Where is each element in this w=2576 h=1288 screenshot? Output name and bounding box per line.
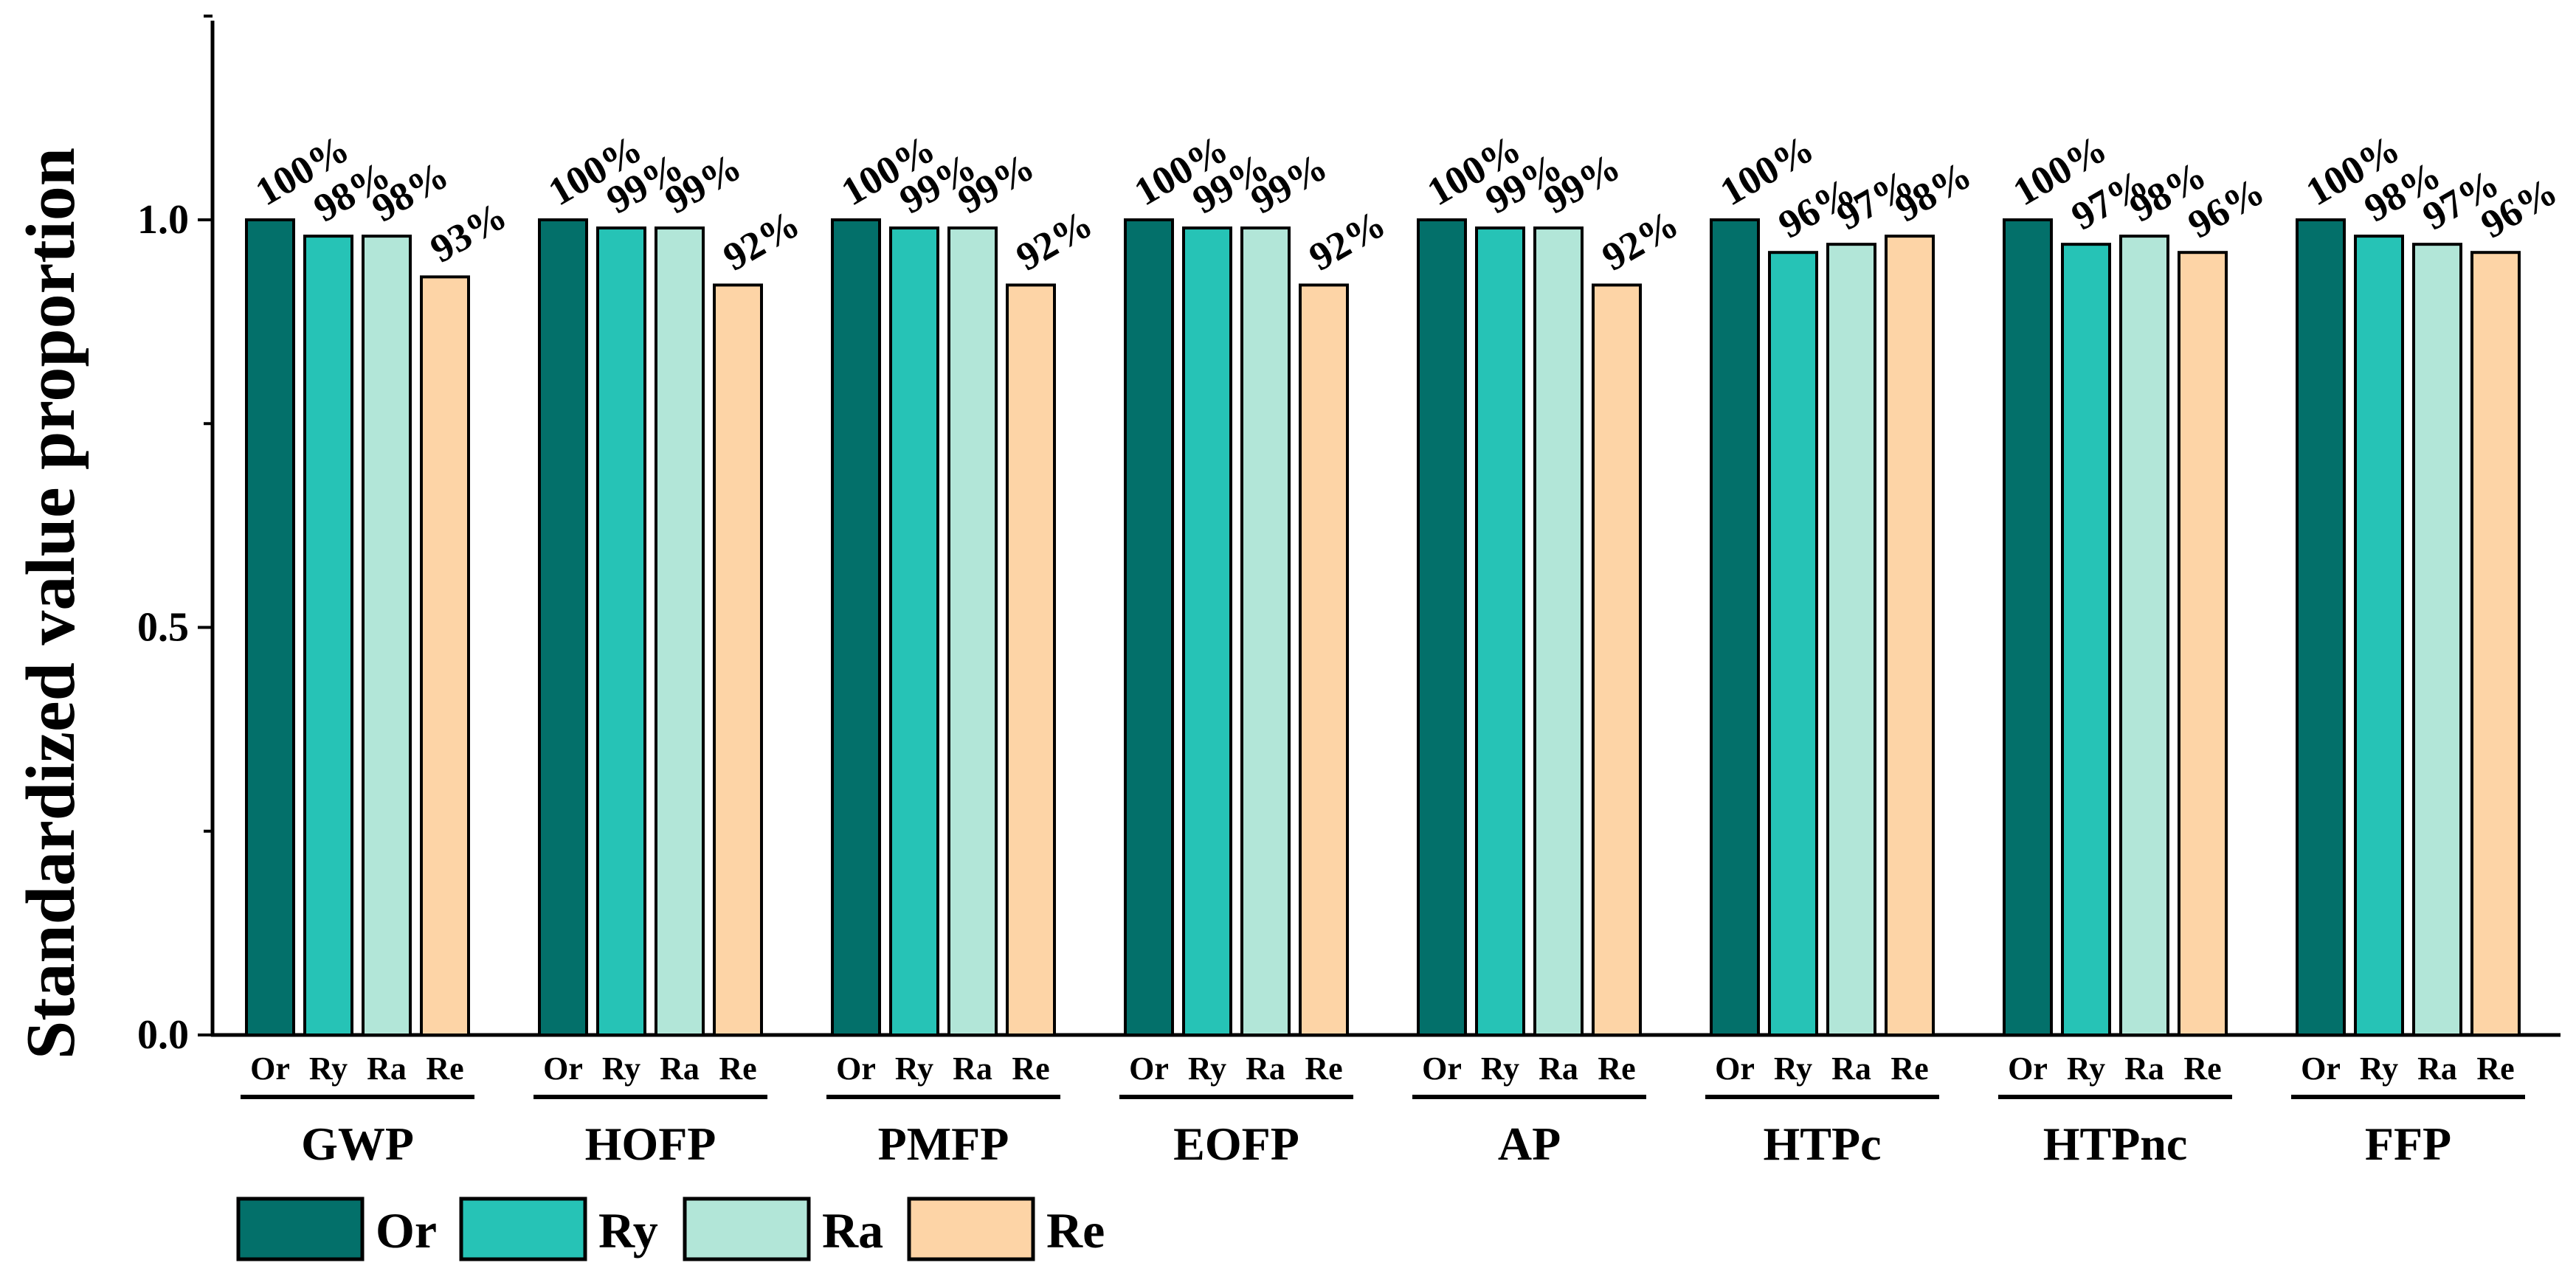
bar-sub-label: Or xyxy=(1715,1050,1755,1087)
bar xyxy=(245,218,295,1036)
y-tick-label: 1.0 xyxy=(137,197,189,243)
bar-sub-label: Or xyxy=(250,1050,290,1087)
bar xyxy=(1826,243,1876,1036)
bar xyxy=(2296,218,2346,1036)
bar-sub-label: Ra xyxy=(1246,1050,1285,1087)
bar xyxy=(2003,218,2053,1036)
bar-sub-label: Ra xyxy=(660,1050,700,1087)
bars xyxy=(245,218,2521,1037)
bar xyxy=(1475,226,1525,1036)
group-label: HOFP xyxy=(585,1118,716,1170)
bar xyxy=(596,226,646,1036)
data-label: 92% xyxy=(1302,201,1393,280)
bar xyxy=(362,235,412,1037)
group-label: PMFP xyxy=(878,1118,1009,1170)
bar xyxy=(420,275,470,1037)
bar xyxy=(1592,283,1642,1036)
bar-sub-label: Ra xyxy=(2124,1050,2164,1087)
bar xyxy=(538,218,588,1036)
bar-sub-label: Ry xyxy=(2067,1050,2105,1087)
bar xyxy=(1006,283,1056,1036)
bar xyxy=(1124,218,1174,1036)
group-label: HTPnc xyxy=(2043,1118,2188,1170)
bar-sub-label: Or xyxy=(2301,1050,2341,1087)
group-label: GWP xyxy=(301,1118,414,1170)
bar-sub-label: Ry xyxy=(602,1050,640,1087)
bar-sub-label: Ra xyxy=(953,1050,992,1087)
bar-sub-label: Re xyxy=(1012,1050,1049,1087)
bar xyxy=(947,226,998,1036)
group-label: EOFP xyxy=(1173,1118,1299,1170)
bar-sub-label: Re xyxy=(1305,1050,1342,1087)
data-label: 92% xyxy=(1595,201,1686,280)
group-label: HTPc xyxy=(1764,1118,1882,1170)
legend: Or Ry Ra Re xyxy=(236,1197,1105,1261)
data-label: 98% xyxy=(1888,153,1979,231)
group-label: FFP xyxy=(2365,1118,2451,1170)
bar xyxy=(2470,251,2521,1037)
bar xyxy=(2061,243,2111,1036)
y-axis-label: Standardized value proportion xyxy=(13,148,89,1059)
bar xyxy=(1417,218,1467,1036)
bar-sub-label: Ry xyxy=(2360,1050,2398,1087)
bar xyxy=(1885,235,1935,1037)
bar xyxy=(713,283,763,1036)
bar-sub-label: Ry xyxy=(309,1050,348,1087)
legend-label: Re xyxy=(1046,1202,1105,1258)
bar-sub-label: Re xyxy=(719,1050,756,1087)
bar xyxy=(2178,251,2228,1037)
bar xyxy=(831,218,881,1036)
y-tick-label: 0.0 xyxy=(137,1012,189,1058)
bar xyxy=(2412,243,2462,1036)
bar-sub-label: Ra xyxy=(2417,1050,2457,1087)
bar-sub-label: Re xyxy=(2183,1050,2221,1087)
legend-label: Ry xyxy=(598,1202,658,1258)
bar-sub-label: Or xyxy=(543,1050,583,1087)
legend-swatch xyxy=(907,1197,1035,1261)
legend-swatch xyxy=(683,1197,811,1261)
bar-sub-label: Re xyxy=(2476,1050,2514,1087)
legend-swatch xyxy=(459,1197,587,1261)
y-tick-label: 0.5 xyxy=(137,605,189,651)
legend-label: Ra xyxy=(822,1202,883,1258)
bar xyxy=(303,235,353,1037)
bar xyxy=(2354,235,2404,1037)
bar-sub-label: Ra xyxy=(367,1050,407,1087)
bar xyxy=(655,226,705,1036)
bar xyxy=(1710,218,1760,1036)
bar-sub-label: Re xyxy=(1890,1050,1928,1087)
bar xyxy=(889,226,939,1036)
legend-label: Or xyxy=(376,1202,437,1258)
bar xyxy=(1182,226,1232,1036)
bar-sub-label: Or xyxy=(1422,1050,1462,1087)
group-label: AP xyxy=(1498,1118,1561,1170)
bar-sub-label: Ry xyxy=(1481,1050,1519,1087)
bar-sub-label: Ra xyxy=(1831,1050,1871,1087)
bar-sub-label: Ra xyxy=(1539,1050,1578,1087)
bar xyxy=(1533,226,1584,1036)
bar xyxy=(1768,251,1818,1037)
legend-swatch xyxy=(236,1197,365,1261)
bar-sub-label: Or xyxy=(1129,1050,1169,1087)
bar-sub-label: Re xyxy=(1598,1050,1635,1087)
bar xyxy=(1240,226,1291,1036)
data-label: 92% xyxy=(716,201,807,280)
bar-sub-label: Or xyxy=(836,1050,876,1087)
bar-sub-label: Ry xyxy=(895,1050,933,1087)
bar xyxy=(1299,283,1349,1036)
bar xyxy=(2119,235,2169,1037)
data-label: 92% xyxy=(1009,201,1100,280)
bar-sub-label: Ry xyxy=(1774,1050,1812,1087)
data-label: 93% xyxy=(423,193,514,271)
bar-sub-label: Re xyxy=(426,1050,463,1087)
bar-sub-label: Ry xyxy=(1188,1050,1226,1087)
bar-sub-label: Or xyxy=(2008,1050,2048,1087)
